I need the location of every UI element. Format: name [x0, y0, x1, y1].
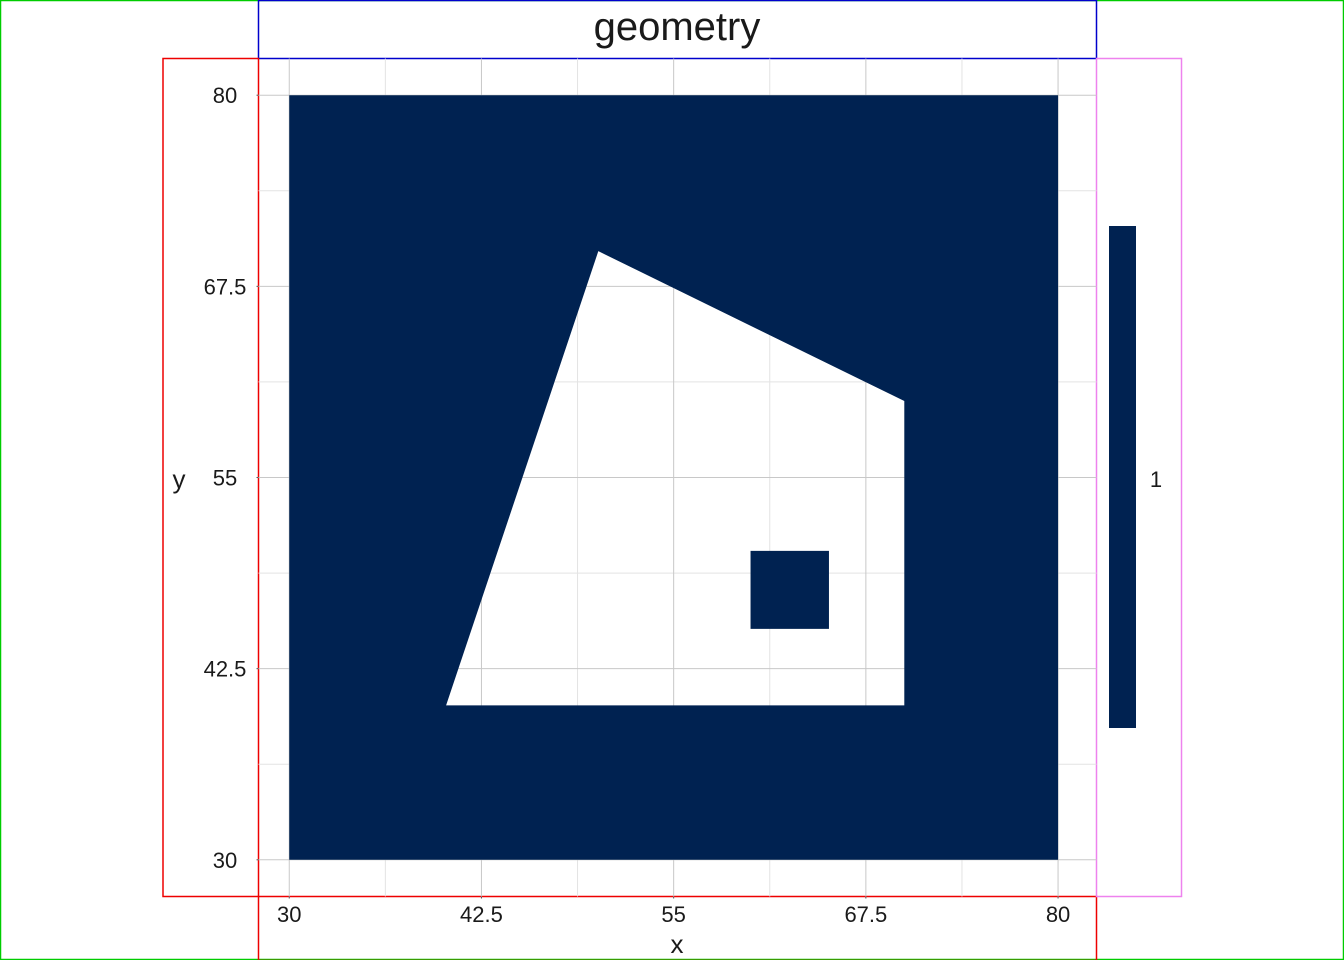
- x-ticks: 30 42.5 55 67.5 80: [277, 896, 1070, 927]
- x-tick-label: 42.5: [460, 902, 503, 927]
- legend-label: 1: [1150, 467, 1162, 492]
- x-tick-label: 67.5: [844, 902, 887, 927]
- legend-swatch: [1109, 226, 1136, 728]
- x-axis-title: x: [671, 929, 684, 959]
- x-tick-label: 80: [1046, 902, 1070, 927]
- y-tick-label: 67.5: [204, 274, 247, 299]
- y-ticks: 30 42.5 55 67.5 80: [204, 83, 259, 873]
- y-tick-label: 80: [213, 83, 237, 108]
- island-polygon: [750, 550, 829, 629]
- geometry-marks: [289, 95, 1059, 860]
- y-tick-label: 55: [213, 466, 237, 491]
- y-tick-label: 30: [213, 848, 237, 873]
- polygon-with-hole: [289, 95, 1059, 860]
- chart-title: geometry: [594, 5, 761, 49]
- x-tick-label: 55: [661, 902, 685, 927]
- y-axis-title: y: [173, 464, 186, 494]
- x-tick-label: 30: [277, 902, 301, 927]
- y-tick-label: 42.5: [204, 657, 247, 682]
- title-box: [257, 0, 1098, 60]
- x-axis-box: [257, 895, 1098, 960]
